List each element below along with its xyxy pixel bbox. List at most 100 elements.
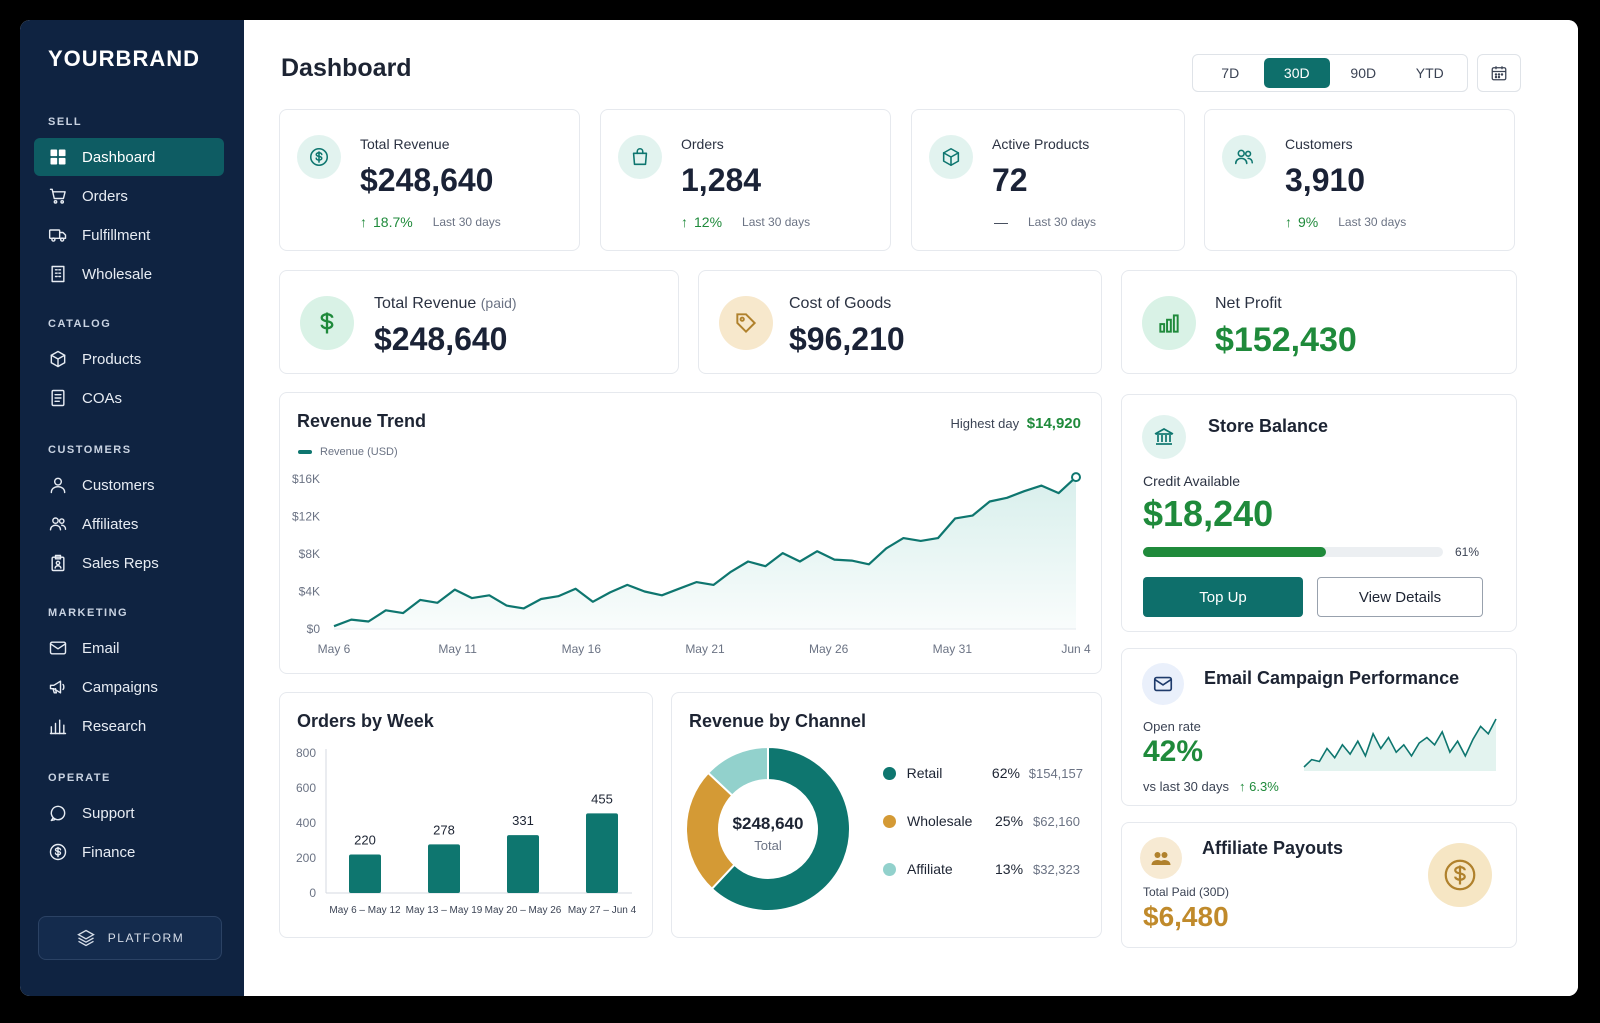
nav-section-customers: CUSTOMERS xyxy=(48,444,132,456)
legend-label: Revenue (USD) xyxy=(320,446,398,458)
view-details-button[interactable]: View Details xyxy=(1317,577,1483,617)
kpi-change-value: — xyxy=(994,214,1008,230)
sidebar-item-label: Orders xyxy=(82,187,128,205)
sidebar-item-sales-reps[interactable]: Sales Reps xyxy=(34,544,224,582)
open-rate-change-value: 6.3% xyxy=(1249,779,1279,794)
legend-label: Wholesale xyxy=(907,813,973,829)
y-tick-label: $0 xyxy=(307,622,321,636)
credit-progress-bar xyxy=(1143,547,1443,557)
x-tick-label: May 16 xyxy=(562,642,602,656)
sidebar-item-products[interactable]: Products xyxy=(34,340,224,378)
sidebar-item-wholesale[interactable]: Wholesale xyxy=(34,255,224,293)
store-balance-card: Store Balance Credit Available $18,240 6… xyxy=(1121,394,1517,632)
credit-value: $18,240 xyxy=(1143,493,1274,534)
legend-dot xyxy=(883,766,896,780)
bar-0 xyxy=(349,854,381,893)
sidebar-item-label: Support xyxy=(82,804,135,822)
kpi-label: Total Revenue xyxy=(360,136,450,152)
sidebar-item-dashboard[interactable]: Dashboard xyxy=(34,138,224,176)
sidebar-item-orders[interactable]: Orders xyxy=(34,177,224,215)
legend-percent: 13% xyxy=(995,861,1024,877)
total-paid-value: $6,480 xyxy=(1143,901,1229,932)
kpi-period: Last 30 days xyxy=(1338,215,1407,229)
cogs-value: $96,210 xyxy=(789,321,905,357)
sidebar-item-finance[interactable]: Finance xyxy=(34,833,224,871)
range-ytd[interactable]: YTD xyxy=(1415,65,1444,81)
bar-chart-icon xyxy=(48,716,82,736)
arrow-up-icon: ↑ xyxy=(360,214,367,230)
donut-slice-affiliate xyxy=(706,745,769,797)
users-icon xyxy=(48,514,82,534)
dollar-icon xyxy=(300,296,354,350)
paid-revenue-sublabel: (paid) xyxy=(480,295,517,311)
channel-legend-affiliate: Affiliate 13% $32,323 xyxy=(883,859,1083,879)
nav-section-marketing: MARKETING xyxy=(48,607,129,619)
net-profit-label: Net Profit xyxy=(1215,295,1282,312)
coin-dollar-icon xyxy=(1428,843,1492,907)
sidebar-item-coas[interactable]: COAs xyxy=(34,379,224,417)
donut-center-label: Total xyxy=(754,838,782,853)
channel-legend-wholesale: Wholesale 25% $62,160 xyxy=(883,811,1083,831)
x-tick-label: May 13 – May 19 xyxy=(406,905,483,916)
x-tick-label: May 11 xyxy=(438,642,477,656)
date-range-selector: 7D 30D 90D YTD xyxy=(1192,54,1468,92)
open-rate-sparkline xyxy=(1303,718,1497,771)
revenue-legend: Revenue (USD) xyxy=(298,446,398,458)
x-tick-label: May 20 – May 26 xyxy=(485,905,562,916)
net-profit-card: Net Profit $152,430 xyxy=(1121,270,1517,374)
sidebar: YOURBRAND SELL Dashboard Orders Fulfillment… xyxy=(20,20,244,996)
sidebar-item-affiliates[interactable]: Affiliates xyxy=(34,505,224,543)
range-90d[interactable]: 90D xyxy=(1350,65,1377,81)
sidebar-item-support[interactable]: Support xyxy=(34,794,224,832)
orders-week-card: Orders by Week 0 200 400 600 800 220 May 6 – M… xyxy=(279,692,653,938)
y-tick-label: $4K xyxy=(299,585,320,599)
kpi-label: Orders xyxy=(681,136,724,152)
total-paid-label: Total Paid (30D) xyxy=(1143,885,1230,899)
cogs-label: Cost of Goods xyxy=(789,295,892,312)
kpi-label: Customers xyxy=(1285,136,1353,152)
paid-revenue-title: Total Revenue xyxy=(374,295,477,312)
nav-section-operate: OPERATE xyxy=(48,772,111,784)
bar-value-label: 331 xyxy=(512,813,534,828)
legend-amount: $154,157 xyxy=(1028,765,1083,781)
bar-value-label: 455 xyxy=(591,791,613,806)
sidebar-item-research[interactable]: Research xyxy=(34,707,224,745)
vs-label: vs last 30 days xyxy=(1143,779,1229,794)
sidebar-item-campaigns[interactable]: Campaigns xyxy=(34,668,224,706)
legend-dot xyxy=(883,862,896,876)
kpi-period: Last 30 days xyxy=(742,215,811,229)
kpi-value: 3,910 xyxy=(1285,162,1366,198)
cart-icon xyxy=(48,186,82,206)
platform-button[interactable]: PLATFORM xyxy=(38,916,222,960)
sidebar-item-label: Customers xyxy=(82,476,155,494)
sidebar-item-fulfillment[interactable]: Fulfillment xyxy=(34,216,224,254)
credit-label: Credit Available xyxy=(1143,473,1241,489)
sidebar-item-label: Finance xyxy=(82,843,136,861)
top-up-button[interactable]: Top Up xyxy=(1143,577,1303,617)
chat-icon xyxy=(48,803,82,823)
calendar-button[interactable] xyxy=(1477,54,1521,92)
revenue-trend-chart: $0 $4K $8K $12K $16K May 6 May 11 May 16 May 21 M… xyxy=(292,472,1091,656)
paid-revenue-card: Total Revenue (paid) $248,640 xyxy=(279,270,679,374)
megaphone-icon xyxy=(48,677,82,697)
x-tick-label: May 27 – Jun 4 xyxy=(568,905,637,916)
range-30d[interactable]: 30D xyxy=(1263,58,1330,88)
channel-donut-chart xyxy=(685,745,851,912)
open-rate-comparison: vs last 30 days ↑ 6.3% xyxy=(1143,779,1279,794)
sidebar-item-label: Products xyxy=(82,350,142,368)
sidebar-item-email[interactable]: Email xyxy=(34,629,224,667)
range-7d[interactable]: 7D xyxy=(1221,65,1240,81)
building-icon xyxy=(48,264,82,284)
legend-label: Retail xyxy=(906,765,943,781)
revenue-line xyxy=(333,476,1077,628)
cube-icon xyxy=(48,349,82,369)
kpi-change: ↑ 12% Last 30 days xyxy=(681,214,810,230)
affiliate-payouts-title: Affiliate Payouts xyxy=(1202,838,1344,858)
channel-card: Revenue by Channel $248,640 Total Retail… xyxy=(671,692,1102,938)
open-rate-value: 42% xyxy=(1143,735,1204,768)
highest-day-label: Highest day xyxy=(950,416,1020,431)
sidebar-item-customers[interactable]: Customers xyxy=(34,466,224,504)
y-tick-label: 0 xyxy=(309,886,316,900)
bag-icon xyxy=(618,135,662,179)
revenue-trend-card: Revenue Trend Highest day $14,920 Revenu… xyxy=(279,392,1102,674)
